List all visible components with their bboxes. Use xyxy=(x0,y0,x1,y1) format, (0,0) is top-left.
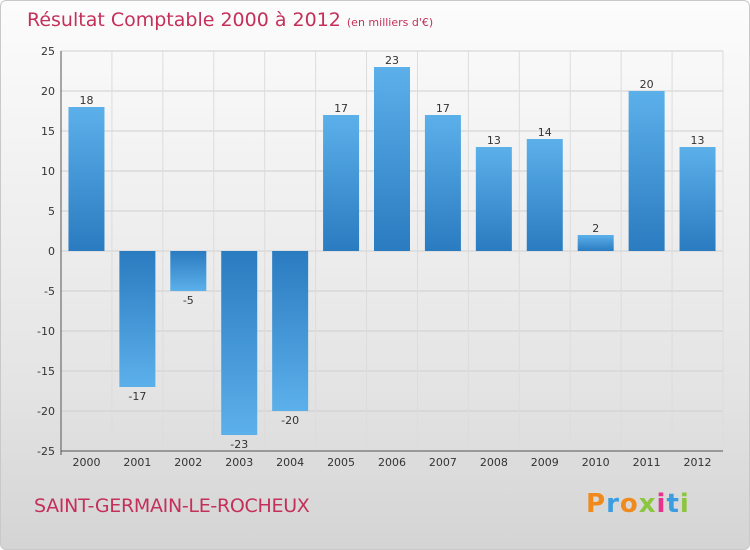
data-label: 14 xyxy=(538,126,552,139)
data-label: 20 xyxy=(640,78,654,91)
logo-letter: r xyxy=(606,489,620,519)
data-label: 18 xyxy=(79,94,93,107)
bar-2009 xyxy=(526,139,563,251)
logo-letter: i xyxy=(679,489,690,519)
data-label: -17 xyxy=(128,390,146,403)
data-label: -23 xyxy=(230,438,248,451)
data-label: 13 xyxy=(487,134,501,147)
x-tick-label: 2007 xyxy=(429,456,457,469)
logo-letter: x xyxy=(638,489,657,519)
x-tick-label: 2000 xyxy=(72,456,100,469)
chart-title-block: Résultat Comptable 2000 à 2012 (en millie… xyxy=(27,9,433,31)
x-tick-label: 2002 xyxy=(174,456,202,469)
bar-2002 xyxy=(170,251,207,291)
axes: -25 -20 -15 -10 -5 0 5 10 15 20 25 2000 2001 2002 2003… xyxy=(37,45,723,469)
x-tick-label: 2003 xyxy=(225,456,253,469)
x-tick-label: 2009 xyxy=(531,456,559,469)
x-tick-label: 2008 xyxy=(480,456,508,469)
bar-2010 xyxy=(577,235,614,251)
bar-2011 xyxy=(628,91,665,251)
bar-2004 xyxy=(272,251,309,411)
bar-2012 xyxy=(679,147,716,251)
chart-subtitle: (en milliers d'€) xyxy=(346,16,434,29)
data-label: 17 xyxy=(334,102,348,115)
y-tick-label: 10 xyxy=(41,165,55,178)
y-tick-label: -15 xyxy=(37,365,55,378)
logo-letter: t xyxy=(666,489,680,519)
data-label: -5 xyxy=(183,294,194,307)
y-tick-label: -25 xyxy=(37,445,55,458)
chart-title: Résultat Comptable 2000 à 2012 xyxy=(27,9,341,31)
data-label: 17 xyxy=(436,102,450,115)
bar-2001 xyxy=(119,251,156,387)
y-tick-label: -5 xyxy=(44,285,55,298)
y-tick-label: -10 xyxy=(37,325,55,338)
data-label: -20 xyxy=(281,414,299,427)
x-tick-label: 2001 xyxy=(123,456,151,469)
commune-name: SAINT-GERMAIN-LE-ROCHEUX xyxy=(34,495,310,517)
x-tick-label: 2011 xyxy=(633,456,661,469)
y-tick-label: 15 xyxy=(41,125,55,138)
data-label: 13 xyxy=(691,134,705,147)
y-tick-label: 0 xyxy=(48,245,55,258)
grid-lines xyxy=(60,50,724,452)
y-tick-label: 5 xyxy=(48,205,55,218)
bar-2005 xyxy=(323,115,360,251)
bars xyxy=(68,67,716,435)
y-tick-label: 25 xyxy=(41,45,55,58)
x-tick-label: 2010 xyxy=(582,456,610,469)
logo-letter: o xyxy=(619,489,639,519)
data-label: 23 xyxy=(385,54,399,67)
data-labels: 18 -17 -5 -23 -20 17 23 17 13 14 2 20 13 xyxy=(79,54,704,451)
y-tick-label: -20 xyxy=(37,405,55,418)
proxiti-logo: Proxiti xyxy=(586,489,690,519)
logo-letter: i xyxy=(656,489,667,519)
bar-2007 xyxy=(424,115,461,251)
y-tick-label: 20 xyxy=(41,85,55,98)
bar-2000 xyxy=(68,107,105,251)
data-label: 2 xyxy=(592,222,599,235)
bar-2003 xyxy=(221,251,258,435)
x-tick-label: 2004 xyxy=(276,456,304,469)
bar-2008 xyxy=(475,147,512,251)
x-tick-label: 2005 xyxy=(327,456,355,469)
logo-letter: P xyxy=(586,489,607,519)
x-tick-label: 2012 xyxy=(684,456,712,469)
x-tick-label: 2006 xyxy=(378,456,406,469)
bar-2006 xyxy=(374,67,410,251)
